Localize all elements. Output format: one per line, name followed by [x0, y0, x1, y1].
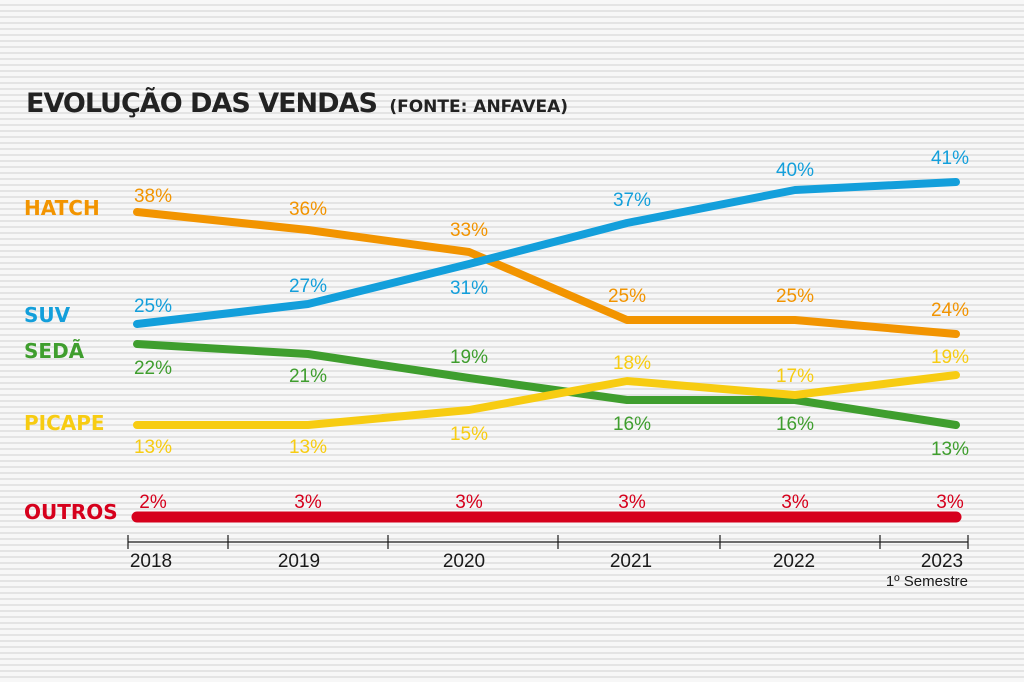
series-name-suv: SUV [24, 303, 71, 327]
chart-title: EVOLUÇÃO DAS VENDAS (FONTE: ANFAVEA) [26, 88, 568, 119]
data-label: 3% [455, 492, 483, 513]
data-label: 33% [450, 220, 488, 241]
series-name-sedã: SEDÃ [24, 339, 85, 363]
series-names: HATCH SUV SEDÃ PICAPE OUTROS [24, 196, 118, 524]
x-tick-label: 2023 [921, 551, 963, 572]
data-label: 16% [776, 414, 814, 435]
series-line-hatch [133, 208, 960, 338]
data-label: 13% [134, 437, 172, 458]
chart-title-text: EVOLUÇÃO DAS VENDAS [26, 88, 378, 119]
data-label: 25% [608, 286, 646, 307]
data-label: 16% [613, 414, 651, 435]
series-lines [131, 178, 962, 523]
data-label: 15% [450, 424, 488, 445]
series-name-picape: PICAPE [24, 411, 105, 435]
data-label: 36% [289, 199, 327, 220]
data-label: 3% [618, 492, 646, 513]
data-label: 25% [134, 296, 172, 317]
data-label: 38% [134, 186, 172, 207]
data-label: 27% [289, 276, 327, 297]
data-labels: 38% 36% 33% 25% 25% 24% 25% 27% 31% 37% 40% 41% 22% 2… [134, 148, 969, 513]
series-line-sedã [133, 340, 960, 429]
data-label: 31% [450, 278, 488, 299]
series-name-hatch: HATCH [24, 196, 100, 220]
x-note: 1º Semestre [886, 573, 968, 590]
chart-source: (FONTE: ANFAVEA) [389, 97, 569, 117]
x-tick-label: 2018 [130, 551, 172, 572]
series-name-outros: OUTROS [24, 500, 118, 524]
series-line-picape [133, 371, 960, 429]
x-tick-label: 2021 [610, 551, 652, 572]
data-label: 25% [776, 286, 814, 307]
data-label: 2% [139, 492, 167, 513]
data-label: 18% [613, 353, 651, 374]
data-label: 3% [781, 492, 809, 513]
data-label: 13% [289, 437, 327, 458]
data-label: 19% [931, 347, 969, 368]
x-tick-label: 2022 [773, 551, 815, 572]
x-tick-label: 2019 [278, 551, 320, 572]
data-label: 3% [936, 492, 964, 513]
x-tick-label: 2020 [443, 551, 485, 572]
data-label: 37% [613, 190, 651, 211]
data-label: 41% [931, 148, 969, 169]
data-label: 21% [289, 366, 327, 387]
data-label: 13% [931, 439, 969, 460]
data-label: 22% [134, 358, 172, 379]
data-label: 3% [294, 492, 322, 513]
data-label: 17% [776, 366, 814, 387]
data-label: 24% [931, 300, 969, 321]
data-label: 40% [776, 160, 814, 181]
data-label: 19% [450, 347, 488, 368]
series-line-suv [133, 178, 960, 328]
